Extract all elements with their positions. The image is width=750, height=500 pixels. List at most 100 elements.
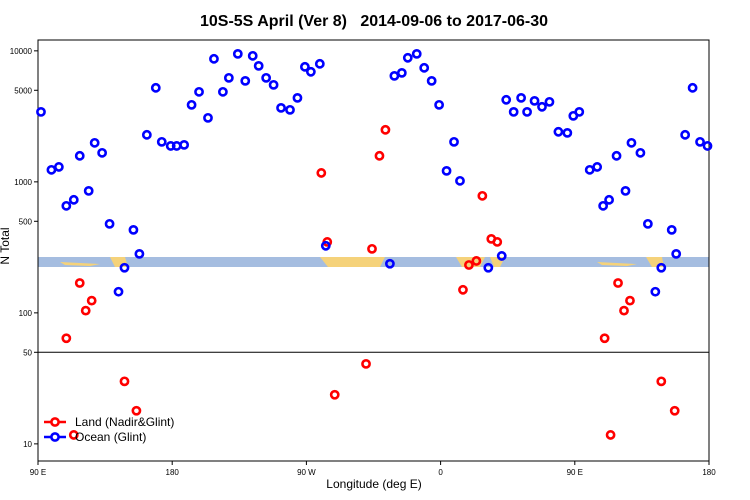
data-point xyxy=(402,52,413,63)
data-point xyxy=(240,75,251,86)
data-point xyxy=(217,86,228,97)
x-tick-label: 0 xyxy=(438,468,443,477)
data-point xyxy=(53,162,64,172)
data-point xyxy=(380,124,391,135)
data-point xyxy=(285,104,295,115)
data-point xyxy=(650,286,661,297)
data-point xyxy=(574,106,585,117)
y-tick-label: 10 xyxy=(23,440,32,449)
data-point xyxy=(529,95,540,106)
data-point xyxy=(396,67,407,78)
data-point xyxy=(441,165,452,176)
data-point xyxy=(292,92,303,103)
data-point xyxy=(419,62,430,73)
data-point xyxy=(611,150,622,161)
data-point xyxy=(455,175,465,186)
data-point xyxy=(471,256,482,266)
data-point xyxy=(411,48,422,59)
data-point xyxy=(113,286,124,297)
data-point xyxy=(232,48,243,59)
data-point xyxy=(61,333,72,344)
data-point xyxy=(501,94,512,105)
data-point xyxy=(300,61,310,72)
data-point xyxy=(361,358,371,369)
data-point xyxy=(483,262,494,273)
data-point xyxy=(104,218,115,229)
data-point xyxy=(179,139,190,150)
data-point xyxy=(702,141,713,151)
data-point xyxy=(316,168,327,178)
data-point xyxy=(562,127,573,138)
data-point xyxy=(329,389,340,400)
chart-title: 10S-5S April (Ver 8) 2014-09-06 to 2017-… xyxy=(200,13,548,30)
data-point xyxy=(508,106,519,117)
data-point xyxy=(314,58,325,69)
data-point xyxy=(492,237,503,247)
data-point xyxy=(36,106,46,117)
x-tick-label: 90 W xyxy=(297,468,316,477)
y-tick-label: 10000 xyxy=(10,47,33,56)
data-point xyxy=(131,405,142,416)
x-tick-label: 90 E xyxy=(567,468,583,477)
data-point xyxy=(434,99,445,110)
data-point xyxy=(625,295,635,306)
data-point xyxy=(209,53,219,64)
y-tick-label: 100 xyxy=(19,309,33,318)
data-point xyxy=(522,106,532,117)
x-tick-label: 180 xyxy=(702,468,716,477)
legend-marker xyxy=(50,432,60,442)
data-point xyxy=(74,150,85,161)
data-point xyxy=(592,162,603,172)
data-point xyxy=(61,200,72,211)
data-point xyxy=(584,164,595,175)
data-point xyxy=(669,405,680,416)
y-tick-label: 1000 xyxy=(14,178,32,187)
data-point xyxy=(604,194,614,205)
data-point xyxy=(544,96,555,107)
data-point xyxy=(203,112,213,123)
y-axis-label: N Total xyxy=(0,227,12,264)
data-point xyxy=(671,248,682,259)
data-point xyxy=(46,164,57,175)
data-point xyxy=(276,102,286,113)
data-point xyxy=(374,150,385,161)
data-point xyxy=(128,224,139,235)
data-point xyxy=(305,66,316,77)
y-tick-label: 50 xyxy=(23,348,32,357)
data-point xyxy=(496,251,507,261)
data-point xyxy=(83,185,94,196)
data-point xyxy=(458,284,468,295)
data-point xyxy=(680,129,691,140)
data-point xyxy=(223,72,234,83)
data-point xyxy=(134,248,145,259)
data-point xyxy=(74,278,85,288)
data-point xyxy=(194,86,204,97)
data-point xyxy=(268,79,279,90)
data-point xyxy=(642,218,653,229)
data-point xyxy=(619,305,629,316)
data-point xyxy=(599,333,610,344)
data-point xyxy=(464,260,474,270)
data-point xyxy=(68,194,79,205)
data-point xyxy=(620,185,631,196)
y-tick-label: 5000 xyxy=(14,86,32,95)
data-point xyxy=(598,200,609,211)
data-point xyxy=(89,137,100,148)
data-point xyxy=(119,262,130,273)
data-point xyxy=(553,126,564,137)
legend-marker xyxy=(50,417,60,427)
data-point xyxy=(666,224,677,235)
data-point xyxy=(605,430,616,440)
data-point xyxy=(426,75,437,86)
data-point xyxy=(635,147,646,158)
data-point xyxy=(613,278,623,288)
data-point xyxy=(449,136,459,147)
data-point xyxy=(86,295,97,306)
legend-label: Ocean (Glint) xyxy=(75,430,146,444)
y-tick-label: 500 xyxy=(19,217,33,226)
data-point xyxy=(171,141,182,151)
data-point xyxy=(537,101,547,112)
data-point xyxy=(477,190,488,201)
x-tick-label: 180 xyxy=(166,468,180,477)
